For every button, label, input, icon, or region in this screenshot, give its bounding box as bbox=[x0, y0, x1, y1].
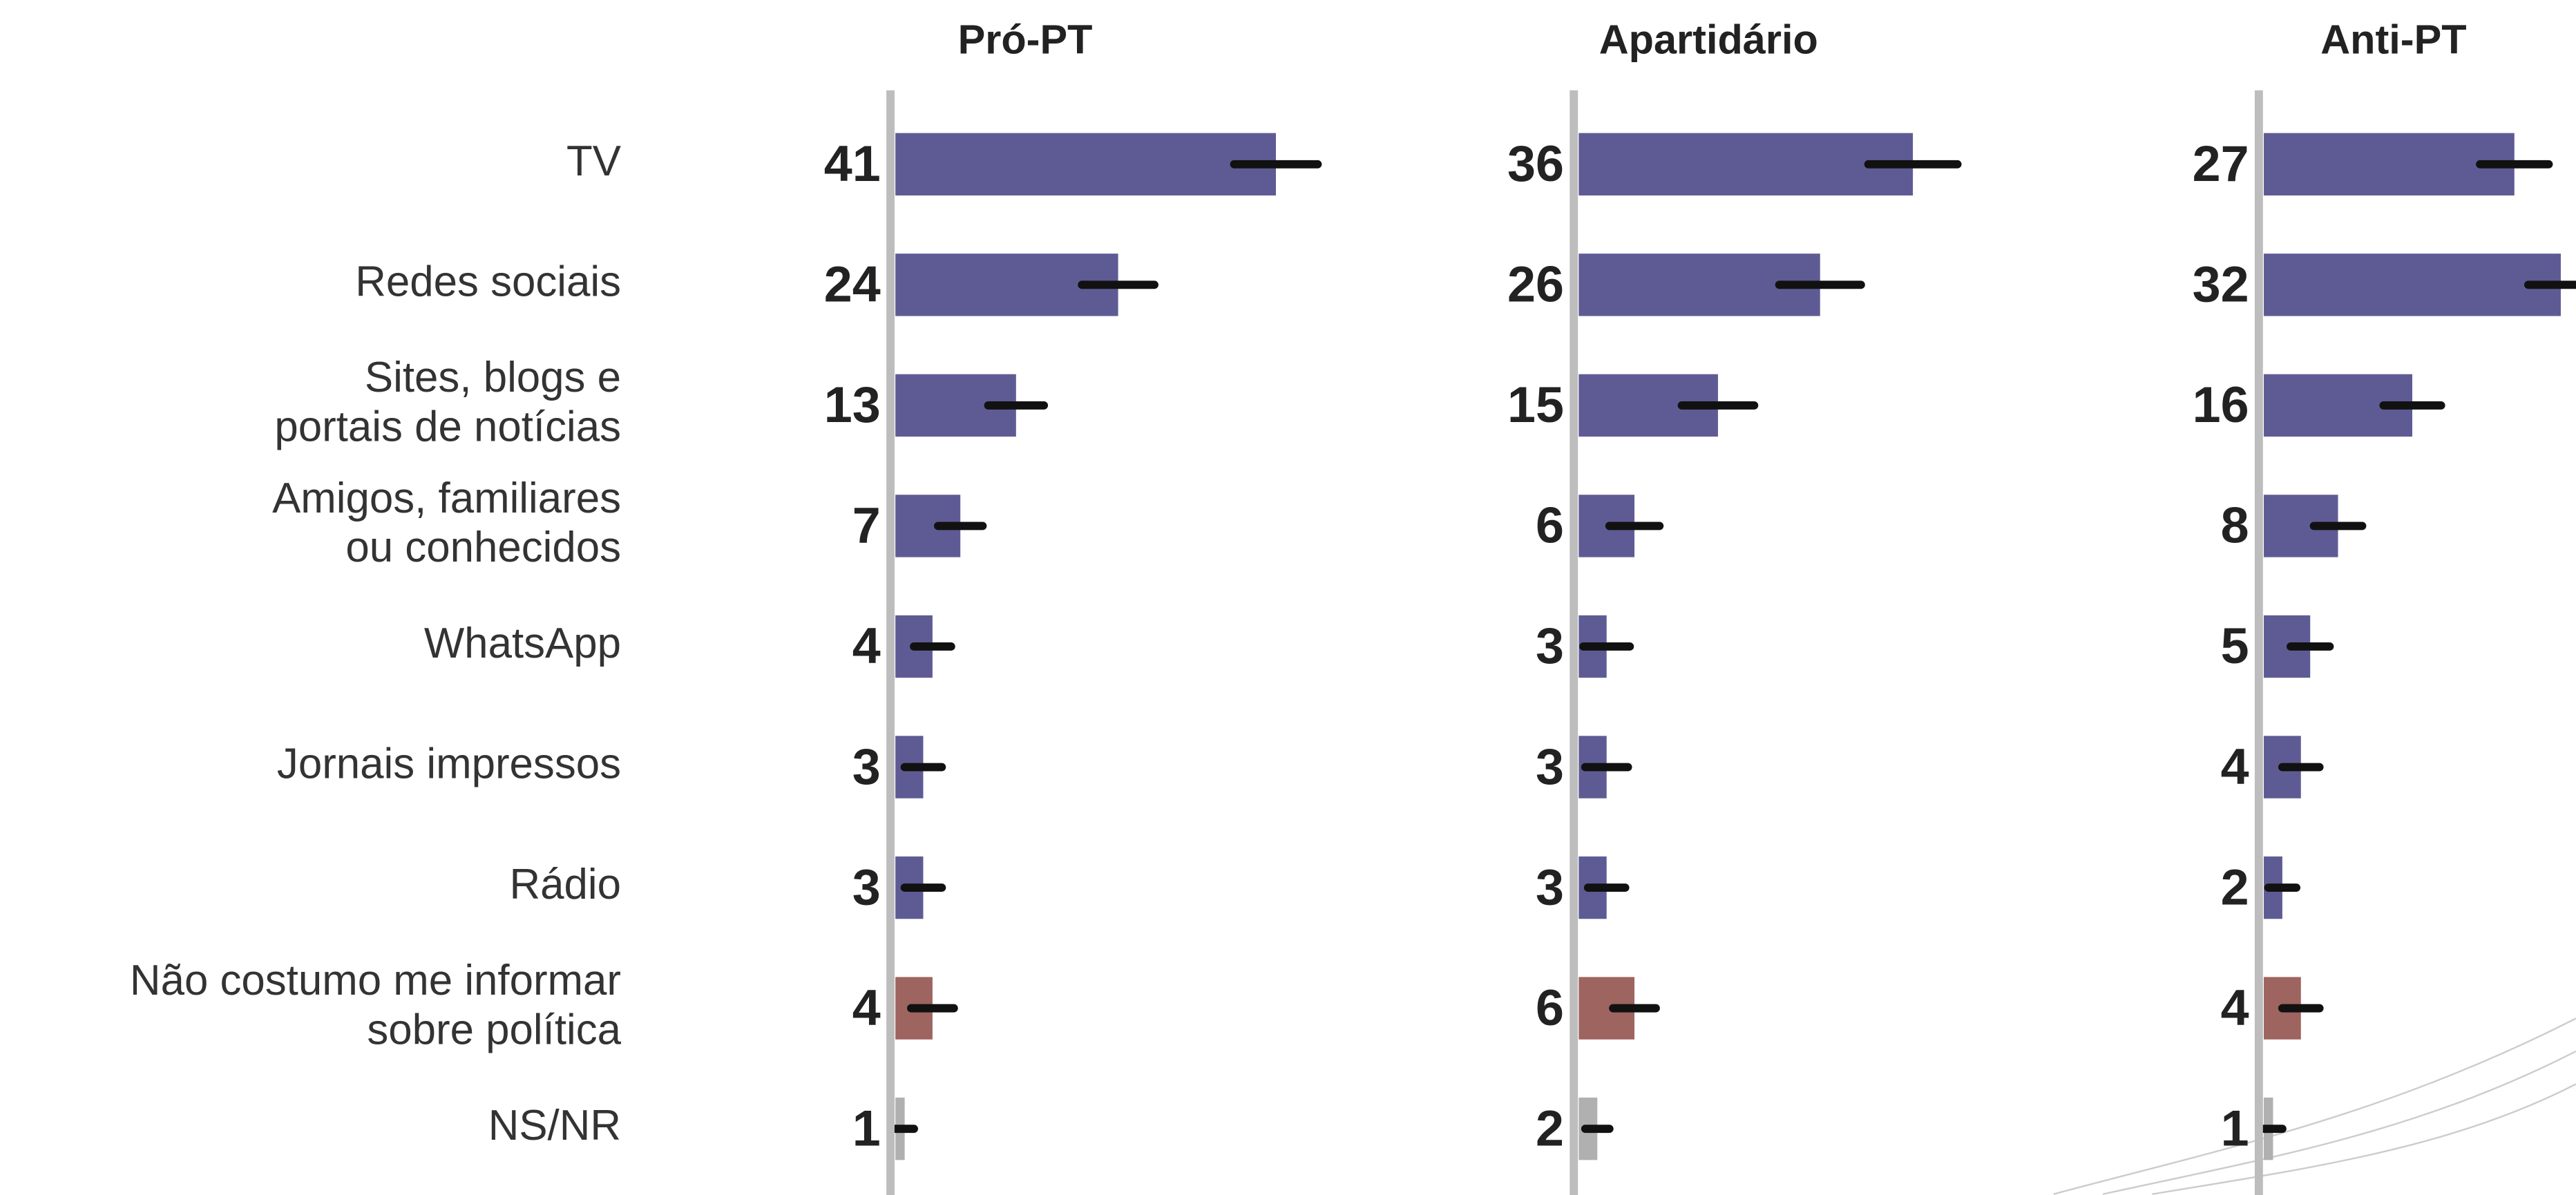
value-label: 26 bbox=[1507, 256, 1564, 313]
wave-line bbox=[2103, 1051, 2576, 1194]
value-label: 4 bbox=[852, 617, 881, 674]
value-label: 6 bbox=[1536, 497, 1564, 554]
wave-line bbox=[2054, 1018, 2576, 1194]
category-line: Sites, blogs e bbox=[365, 354, 621, 402]
value-label: 32 bbox=[2193, 256, 2249, 313]
value-label: 3 bbox=[852, 858, 881, 915]
value-label: 3 bbox=[1536, 738, 1564, 795]
category-line: WhatsApp bbox=[424, 620, 621, 667]
value-label: 2 bbox=[2221, 858, 2249, 915]
value-label: 1 bbox=[2221, 1099, 2249, 1156]
value-label: 3 bbox=[1536, 617, 1564, 674]
category-line: Amigos, familiares bbox=[272, 475, 621, 522]
bar bbox=[895, 133, 1276, 195]
value-label: 3 bbox=[1536, 858, 1564, 915]
category-line: NS/NR bbox=[488, 1102, 621, 1149]
category-line: Rádio bbox=[510, 861, 622, 908]
bar bbox=[2264, 254, 2561, 316]
value-label: 27 bbox=[2193, 135, 2249, 192]
category-line: TV bbox=[566, 137, 621, 185]
category-label: TV bbox=[566, 137, 621, 185]
category-label: WhatsApp bbox=[424, 620, 621, 667]
category-label: NS/NR bbox=[488, 1102, 621, 1149]
category-label: Redes sociais bbox=[355, 258, 621, 306]
value-label: 6 bbox=[1536, 979, 1564, 1036]
value-label: 16 bbox=[2193, 376, 2249, 433]
value-label: 13 bbox=[824, 376, 881, 433]
value-label: 4 bbox=[2221, 738, 2249, 795]
category-line: Não costumo me informar bbox=[130, 957, 621, 1004]
panel-title: Pró-PT bbox=[958, 17, 1093, 63]
wave-line bbox=[2152, 1084, 2576, 1194]
category-line: Redes sociais bbox=[355, 258, 621, 306]
value-label: 24 bbox=[824, 256, 881, 313]
category-line: sobre política bbox=[367, 1006, 621, 1054]
value-label: 7 bbox=[852, 497, 881, 554]
value-label: 4 bbox=[852, 979, 881, 1036]
value-label: 41 bbox=[824, 135, 881, 192]
value-label: 2 bbox=[1536, 1099, 1564, 1156]
category-line: Jornais impressos bbox=[277, 740, 621, 788]
page: {"chart_data": { "type": "bar", "orienta… bbox=[0, 0, 2576, 1195]
chart: TV Redes sociais Sites, blogs eportais de … bbox=[0, 0, 2576, 1195]
value-label: 8 bbox=[2221, 497, 2249, 554]
category-label: Jornais impressos bbox=[277, 740, 621, 788]
category-label: Rádio bbox=[510, 861, 622, 908]
value-label: 1 bbox=[852, 1099, 881, 1156]
value-label: 4 bbox=[2221, 979, 2249, 1036]
category-line: ou conhecidos bbox=[345, 524, 621, 571]
panel-title: Apartidário bbox=[1599, 17, 1818, 63]
decoration bbox=[2054, 1018, 2576, 1194]
value-label: 36 bbox=[1507, 135, 1564, 192]
category-line: portais de notícias bbox=[274, 403, 621, 451]
bar bbox=[1578, 133, 1913, 195]
panel-title: Anti-PT bbox=[2320, 17, 2466, 63]
value-label: 5 bbox=[2221, 617, 2249, 674]
value-label: 3 bbox=[852, 738, 881, 795]
value-label: 15 bbox=[1507, 376, 1564, 433]
